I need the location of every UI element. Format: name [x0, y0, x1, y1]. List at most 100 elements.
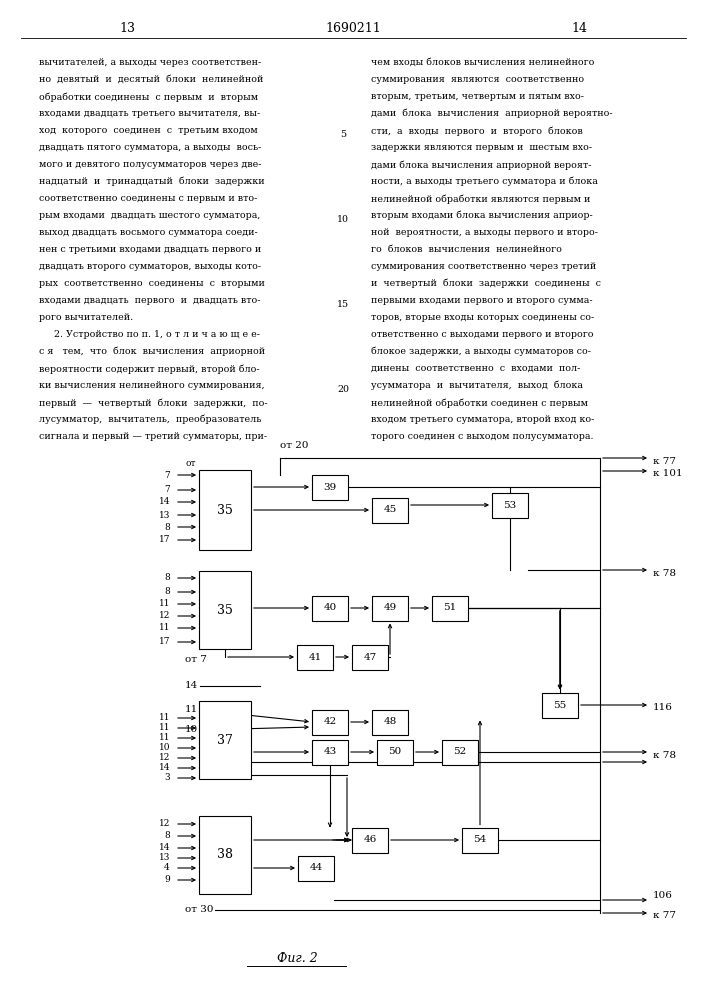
Text: ход  которого  соединен  с  третьим входом: ход которого соединен с третьим входом: [39, 126, 257, 135]
Text: от: от: [185, 458, 196, 468]
Text: к 101: к 101: [653, 470, 683, 479]
Bar: [432, 595, 468, 620]
Text: суммирования соответственно через третий: суммирования соответственно через третий: [371, 262, 597, 271]
Bar: [199, 571, 251, 649]
Text: 9: 9: [164, 876, 170, 884]
Text: входом третьего сумматора, второй вход ко-: входом третьего сумматора, второй вход к…: [371, 415, 595, 424]
Text: от 20: от 20: [280, 442, 308, 450]
Text: 15: 15: [337, 300, 349, 309]
Text: вторым входами блока вычисления априор-: вторым входами блока вычисления априор-: [371, 211, 593, 221]
Text: лусумматор,  вычитатель,  преобразователь: лусумматор, вычитатель, преобразователь: [39, 415, 262, 424]
Text: 13: 13: [158, 510, 170, 520]
Bar: [372, 497, 408, 522]
Text: 20: 20: [337, 385, 349, 394]
Text: ности, а выходы третьего сумматора и блока: ности, а выходы третьего сумматора и бло…: [371, 177, 598, 186]
Bar: [542, 692, 578, 718]
Text: 4: 4: [164, 863, 170, 872]
Text: 35: 35: [217, 504, 233, 516]
Text: 14: 14: [158, 497, 170, 506]
Text: чем входы блоков вычисления нелинейного: чем входы блоков вычисления нелинейного: [371, 58, 595, 67]
Text: 1690211: 1690211: [326, 21, 381, 34]
Text: 39: 39: [323, 483, 337, 491]
Text: 12: 12: [158, 820, 170, 828]
Bar: [372, 595, 408, 620]
Text: 11: 11: [158, 734, 170, 742]
Text: выход двадцать восьмого сумматора соеди-: выход двадцать восьмого сумматора соеди-: [39, 228, 257, 237]
Bar: [199, 816, 251, 894]
Bar: [442, 740, 478, 764]
Text: 13: 13: [119, 21, 135, 34]
Text: 14: 14: [158, 844, 170, 852]
Text: рого вычитателей.: рого вычитателей.: [39, 313, 133, 322]
Text: входами двадцать  первого  и  двадцать вто-: входами двадцать первого и двадцать вто-: [39, 296, 260, 305]
Text: 41: 41: [308, 652, 322, 662]
Text: 45: 45: [383, 506, 397, 514]
Text: торов, вторые входы которых соединены со-: торов, вторые входы которых соединены со…: [371, 313, 595, 322]
Text: 10: 10: [337, 215, 349, 224]
Text: 12: 12: [158, 754, 170, 762]
Text: 37: 37: [217, 734, 233, 746]
Text: 12: 12: [158, 611, 170, 620]
Bar: [312, 475, 348, 499]
Text: нелинейной обработки соединен с первым: нелинейной обработки соединен с первым: [371, 398, 588, 408]
Text: первый  —  четвертый  блоки  задержки,  по-: первый — четвертый блоки задержки, по-: [39, 398, 267, 408]
Text: 8: 8: [164, 522, 170, 532]
Text: двадцать пятого сумматора, а выходы  вось-: двадцать пятого сумматора, а выходы вось…: [39, 143, 262, 152]
Text: сигнала и первый — третий сумматоры, при-: сигнала и первый — третий сумматоры, при…: [39, 432, 267, 441]
Text: 3: 3: [164, 774, 170, 782]
Text: 11: 11: [158, 714, 170, 722]
Text: нен с третьими входами двадцать первого и: нен с третьими входами двадцать первого …: [39, 245, 261, 254]
Text: 50: 50: [388, 748, 402, 756]
Text: 7: 7: [164, 471, 170, 480]
Text: 116: 116: [653, 704, 673, 712]
Text: Фиг. 2: Фиг. 2: [276, 952, 317, 964]
Text: вторым, третьим, четвертым и пятым вхо-: вторым, третьим, четвертым и пятым вхо-: [371, 92, 584, 101]
Text: 10: 10: [158, 744, 170, 752]
Bar: [199, 470, 251, 550]
Text: 42: 42: [323, 718, 337, 726]
Text: с я   тем,  что  блок  вычисления  априорной: с я тем, что блок вычисления априорной: [39, 347, 265, 357]
Text: от 30: от 30: [185, 906, 214, 914]
Text: соответственно соединены с первым и вто-: соответственно соединены с первым и вто-: [39, 194, 257, 203]
Text: динены  соответственно  с  входами  пол-: динены соответственно с входами пол-: [371, 364, 580, 373]
Text: рым входами  двадцать шестого сумматора,: рым входами двадцать шестого сумматора,: [39, 211, 260, 220]
Text: 8: 8: [164, 832, 170, 840]
Text: го  блоков  вычисления  нелинейного: го блоков вычисления нелинейного: [371, 245, 562, 254]
Text: 8: 8: [164, 574, 170, 582]
Text: обработки соединены  с первым  и  вторым: обработки соединены с первым и вторым: [39, 92, 258, 102]
Text: ки вычисления нелинейного суммирования,: ки вычисления нелинейного суммирования,: [39, 381, 264, 390]
Text: 51: 51: [443, 603, 457, 612]
Text: блокое задержки, а выходы сумматоров со-: блокое задержки, а выходы сумматоров со-: [371, 347, 591, 357]
Text: дами  блока  вычисления  априорной вероятно-: дами блока вычисления априорной вероятно…: [371, 109, 613, 118]
Text: 14: 14: [185, 682, 198, 690]
Text: 14: 14: [572, 21, 588, 34]
Text: двадцать второго сумматоров, выходы кото-: двадцать второго сумматоров, выходы кото…: [39, 262, 261, 271]
Bar: [199, 701, 251, 779]
Text: к 77: к 77: [653, 912, 676, 920]
Text: 53: 53: [503, 500, 517, 510]
Text: суммирования  являются  соответственно: суммирования являются соответственно: [371, 75, 584, 84]
Text: входами двадцать третьего вычитателя, вы-: входами двадцать третьего вычитателя, вы…: [39, 109, 260, 118]
Text: 47: 47: [363, 652, 377, 662]
Text: ответственно с выходами первого и второго: ответственно с выходами первого и второг…: [371, 330, 594, 339]
Text: от 7: от 7: [185, 656, 207, 664]
Text: первыми входами первого и второго сумма-: первыми входами первого и второго сумма-: [371, 296, 592, 305]
Text: нелинейной обработки являются первым и: нелинейной обработки являются первым и: [371, 194, 590, 204]
Text: 8: 8: [164, 587, 170, 596]
Text: 44: 44: [310, 863, 322, 872]
Text: 48: 48: [383, 718, 397, 726]
Text: 35: 35: [217, 603, 233, 616]
Text: 7: 7: [164, 486, 170, 494]
Text: 49: 49: [383, 603, 397, 612]
Bar: [372, 710, 408, 734]
Text: 106: 106: [653, 890, 673, 900]
Text: 2. Устройство по п. 1, о т л и ч а ю щ е е-: 2. Устройство по п. 1, о т л и ч а ю щ е…: [39, 330, 260, 339]
Text: 11: 11: [158, 724, 170, 732]
Text: 40: 40: [323, 603, 337, 612]
Text: 17: 17: [158, 638, 170, 647]
Bar: [352, 828, 388, 852]
Text: вероятности содержит первый, второй бло-: вероятности содержит первый, второй бло-: [39, 364, 259, 373]
Text: вычитателей, а выходы через соответствен-: вычитателей, а выходы через соответствен…: [39, 58, 261, 67]
Text: 10: 10: [185, 726, 198, 734]
Text: к 77: к 77: [653, 456, 676, 466]
